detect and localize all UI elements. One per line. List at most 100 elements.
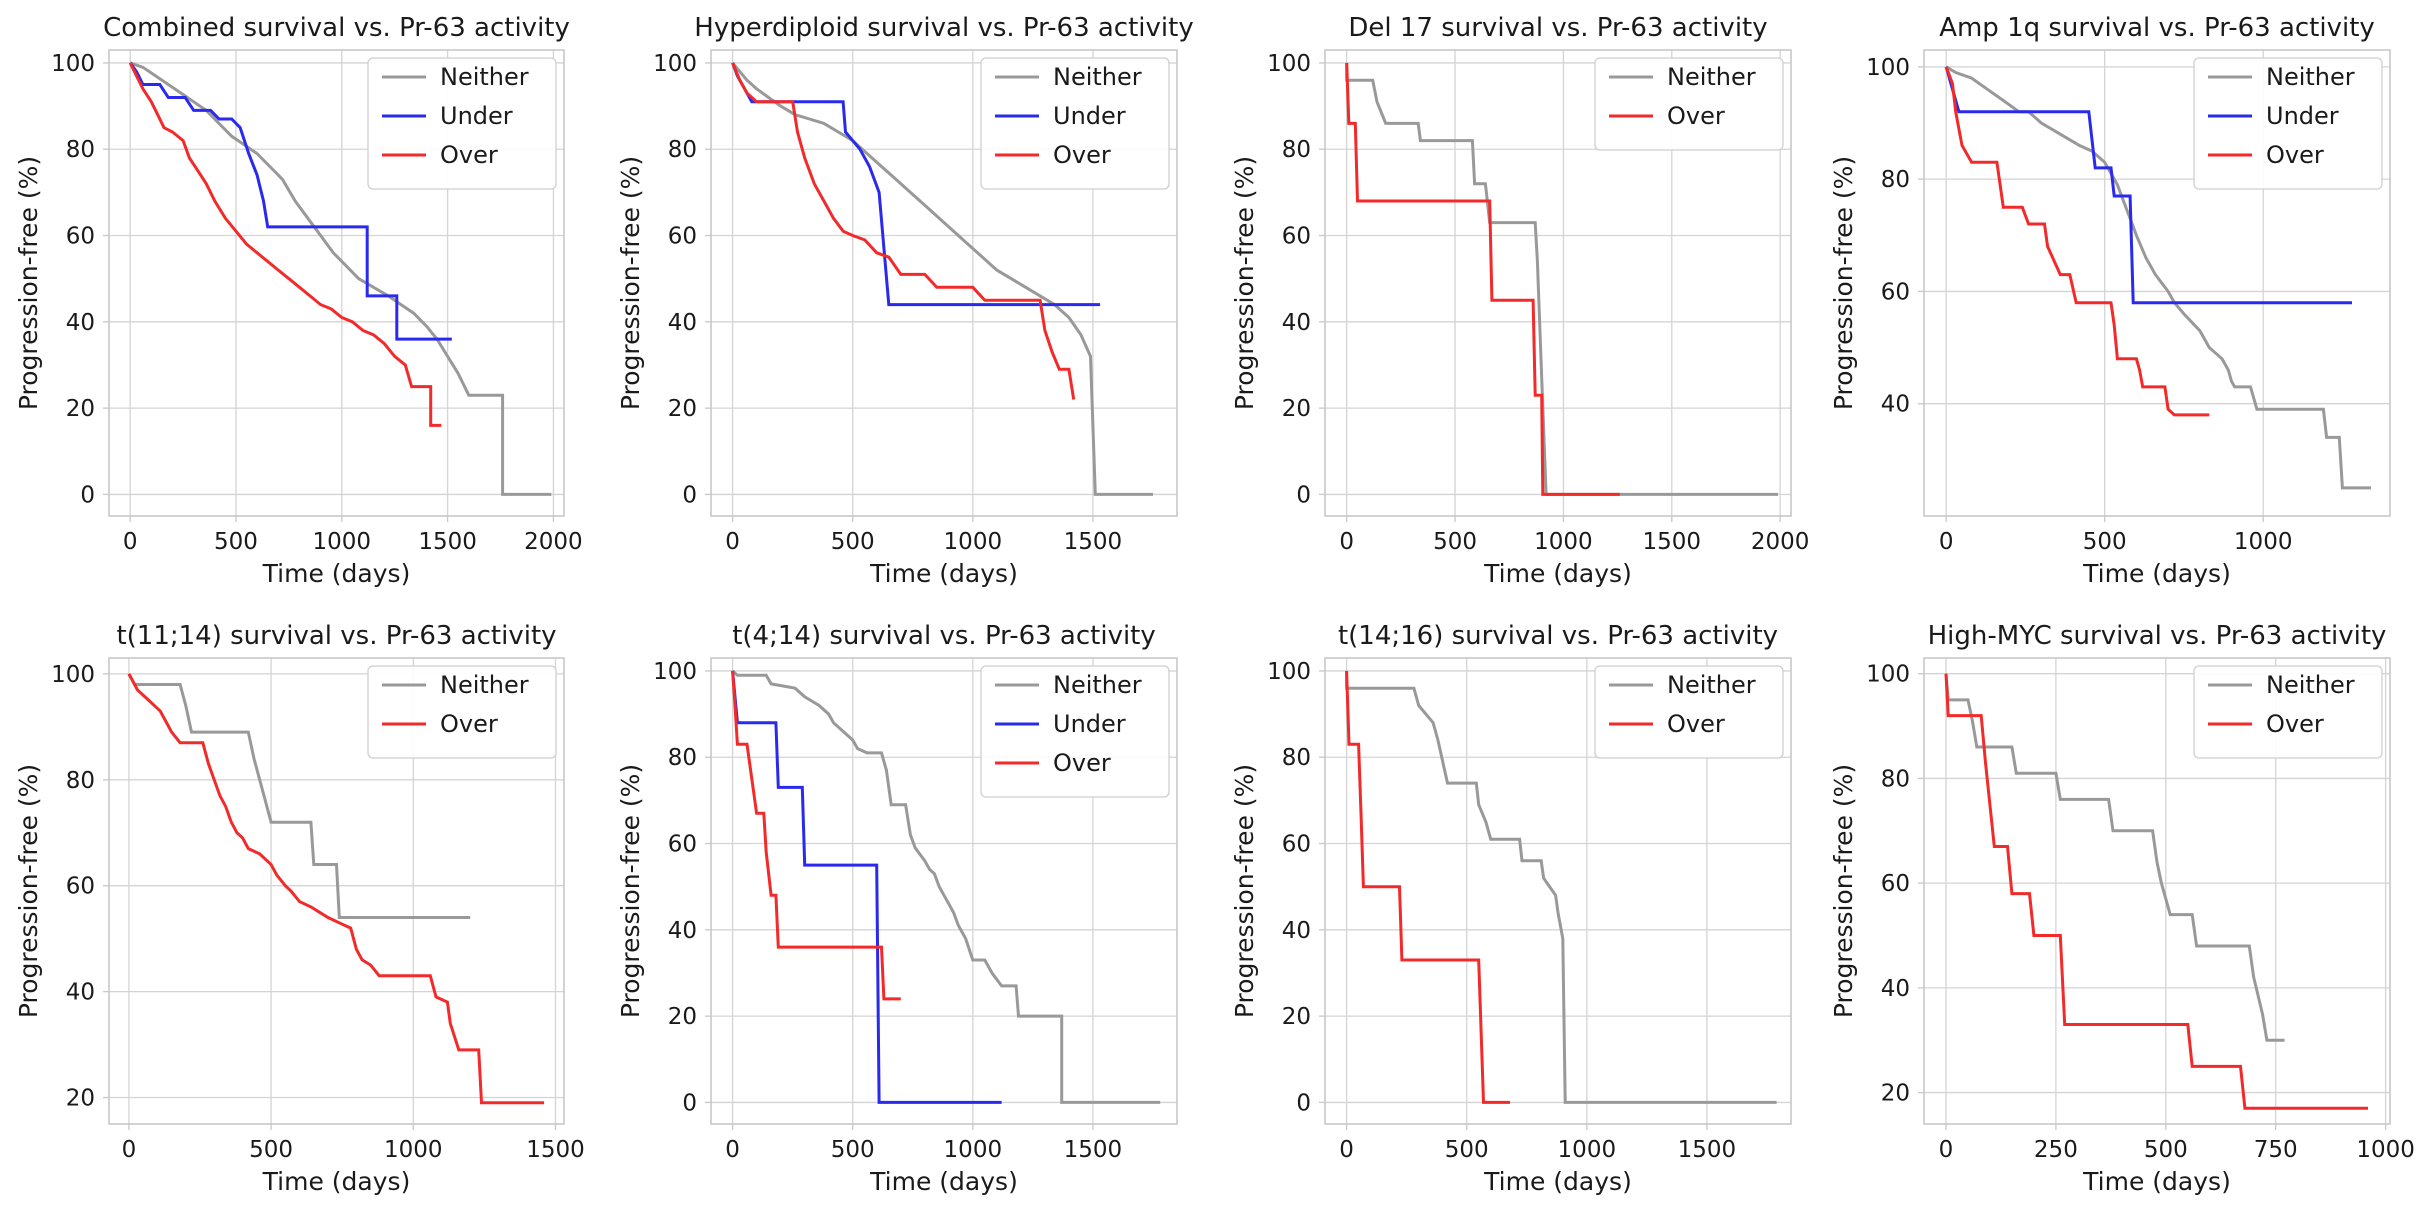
y-tick-label: 20 <box>66 1086 95 1112</box>
subplot-title: Combined survival vs. Pr-63 activity <box>103 13 570 43</box>
legend-box <box>1594 57 1784 151</box>
plot-frame <box>108 49 565 517</box>
legend-label-neither: Neither <box>440 671 529 699</box>
y-tick-label: 100 <box>653 51 697 77</box>
y-tick-label: 60 <box>668 224 697 250</box>
y-axis-label: Progression-free (%) <box>1829 156 1858 410</box>
x-axis-label: Time (days) <box>1483 559 1632 588</box>
series-neither-line <box>127 673 471 919</box>
y-tick-label: 100 <box>1267 659 1311 685</box>
series-over-line <box>1944 673 2368 1110</box>
series-neither-line <box>731 669 1161 1104</box>
y-axis-label: Progression-free (%) <box>616 156 645 410</box>
y-tick-label: 20 <box>1282 1004 1311 1030</box>
y-tick-label: 40 <box>668 918 697 944</box>
legend: Neither Over <box>1594 57 1784 151</box>
y-axis-label: Progression-free (%) <box>14 764 43 1018</box>
x-tick-label: 1500 <box>1064 529 1123 555</box>
y-tick-label: 0 <box>1296 1090 1311 1116</box>
y-axis-label: Progression-free (%) <box>14 156 43 410</box>
y-tick-label: 60 <box>1881 871 1910 897</box>
x-tick-label: 2000 <box>524 529 583 555</box>
x-axis-label: Time (days) <box>869 559 1018 588</box>
legend-label-over: Over <box>1667 710 1725 738</box>
x-axis-label: Time (days) <box>1483 1167 1632 1196</box>
subplot-4: 0 500 1000 40 60 80 100 Amp 1q survival vs. Pr-… <box>1829 13 2391 588</box>
legend-label-over: Over <box>1053 141 1111 169</box>
y-tick-label: 100 <box>1866 662 1910 688</box>
y-axis-label: Progression-free (%) <box>616 764 645 1018</box>
y-tick-label: 40 <box>1881 976 1910 1002</box>
x-tick-label: 500 <box>1433 529 1477 555</box>
x-axis-label: Time (days) <box>2082 1167 2231 1196</box>
series-under-line <box>731 670 1002 1104</box>
x-tick-label: 750 <box>2254 1137 2298 1163</box>
y-tick-label: 0 <box>80 482 95 508</box>
legend: Neither Under Over <box>367 57 557 190</box>
series-neither-line <box>129 61 552 496</box>
y-tick-label: 100 <box>1267 51 1311 77</box>
y-tick-label: 0 <box>682 482 697 508</box>
legend-label-over: Over <box>2266 141 2324 169</box>
x-axis-label: Time (days) <box>2082 559 2231 588</box>
legend-label-over: Over <box>440 710 498 738</box>
series-under-line <box>1944 66 2352 305</box>
series-over-line <box>1345 62 1620 496</box>
y-tick-label: 40 <box>1881 392 1910 418</box>
legend-label-over: Over <box>1053 749 1111 777</box>
y-tick-label: 60 <box>66 224 95 250</box>
y-tick-label: 40 <box>1282 918 1311 944</box>
y-tick-label: 20 <box>66 396 95 422</box>
legend: Neither Over <box>1594 665 1784 759</box>
subplot-3: 0 500 1000 1500 2000 0 20 40 60 80 100 Del 17 survi… <box>1230 13 1809 588</box>
y-tick-label: 80 <box>1881 766 1910 792</box>
y-tick-label: 80 <box>66 768 95 794</box>
y-tick-label: 80 <box>66 137 95 163</box>
x-tick-label: 0 <box>725 529 740 555</box>
legend-box <box>1594 665 1784 759</box>
series-over-line <box>1944 66 2210 417</box>
legend-label-neither: Neither <box>1667 63 1756 91</box>
y-tick-label: 20 <box>668 396 697 422</box>
y-tick-label: 0 <box>682 1090 697 1116</box>
x-tick-label: 500 <box>831 529 875 555</box>
plot-frame <box>710 49 1178 517</box>
subplot-1: 0 500 1000 1500 2000 0 20 40 60 80 100 Combined sur… <box>14 13 583 588</box>
x-tick-label: 500 <box>2144 1137 2188 1163</box>
y-tick-label: 100 <box>1866 55 1910 81</box>
y-tick-label: 100 <box>51 662 95 688</box>
x-tick-label: 1000 <box>2234 529 2293 555</box>
x-tick-label: 250 <box>2034 1137 2078 1163</box>
legend: Neither Under Over <box>980 57 1170 190</box>
y-axis-label: Progression-free (%) <box>1230 156 1259 410</box>
y-tick-label: 100 <box>653 659 697 685</box>
x-tick-label: 500 <box>249 1137 293 1163</box>
y-tick-label: 40 <box>66 980 95 1006</box>
y-tick-label: 100 <box>51 51 95 77</box>
plot-frame <box>1324 49 1792 517</box>
series-neither-line <box>1345 62 1778 496</box>
y-tick-label: 60 <box>66 874 95 900</box>
x-tick-label: 0 <box>122 1137 137 1163</box>
legend: Neither Under Over <box>2193 57 2383 190</box>
x-tick-label: 1500 <box>1064 1137 1123 1163</box>
legend: Neither Over <box>2193 665 2383 759</box>
plot-frame <box>108 657 565 1125</box>
y-tick-label: 20 <box>668 1004 697 1030</box>
x-tick-label: 500 <box>214 529 258 555</box>
x-tick-label: 1500 <box>526 1137 585 1163</box>
y-tick-label: 40 <box>66 310 95 336</box>
legend-label-neither: Neither <box>440 63 529 91</box>
y-tick-label: 80 <box>668 745 697 771</box>
series-over-line <box>127 673 545 1105</box>
legend: Neither Under Over <box>980 665 1170 798</box>
series-under-line <box>128 62 452 341</box>
x-tick-label: 0 <box>123 529 138 555</box>
y-tick-label: 80 <box>1282 137 1311 163</box>
legend-label-neither: Neither <box>2266 63 2355 91</box>
legend-box <box>2193 665 2383 759</box>
x-tick-label: 1000 <box>384 1137 443 1163</box>
y-tick-label: 60 <box>1282 832 1311 858</box>
legend-label-under: Under <box>1053 102 1126 130</box>
